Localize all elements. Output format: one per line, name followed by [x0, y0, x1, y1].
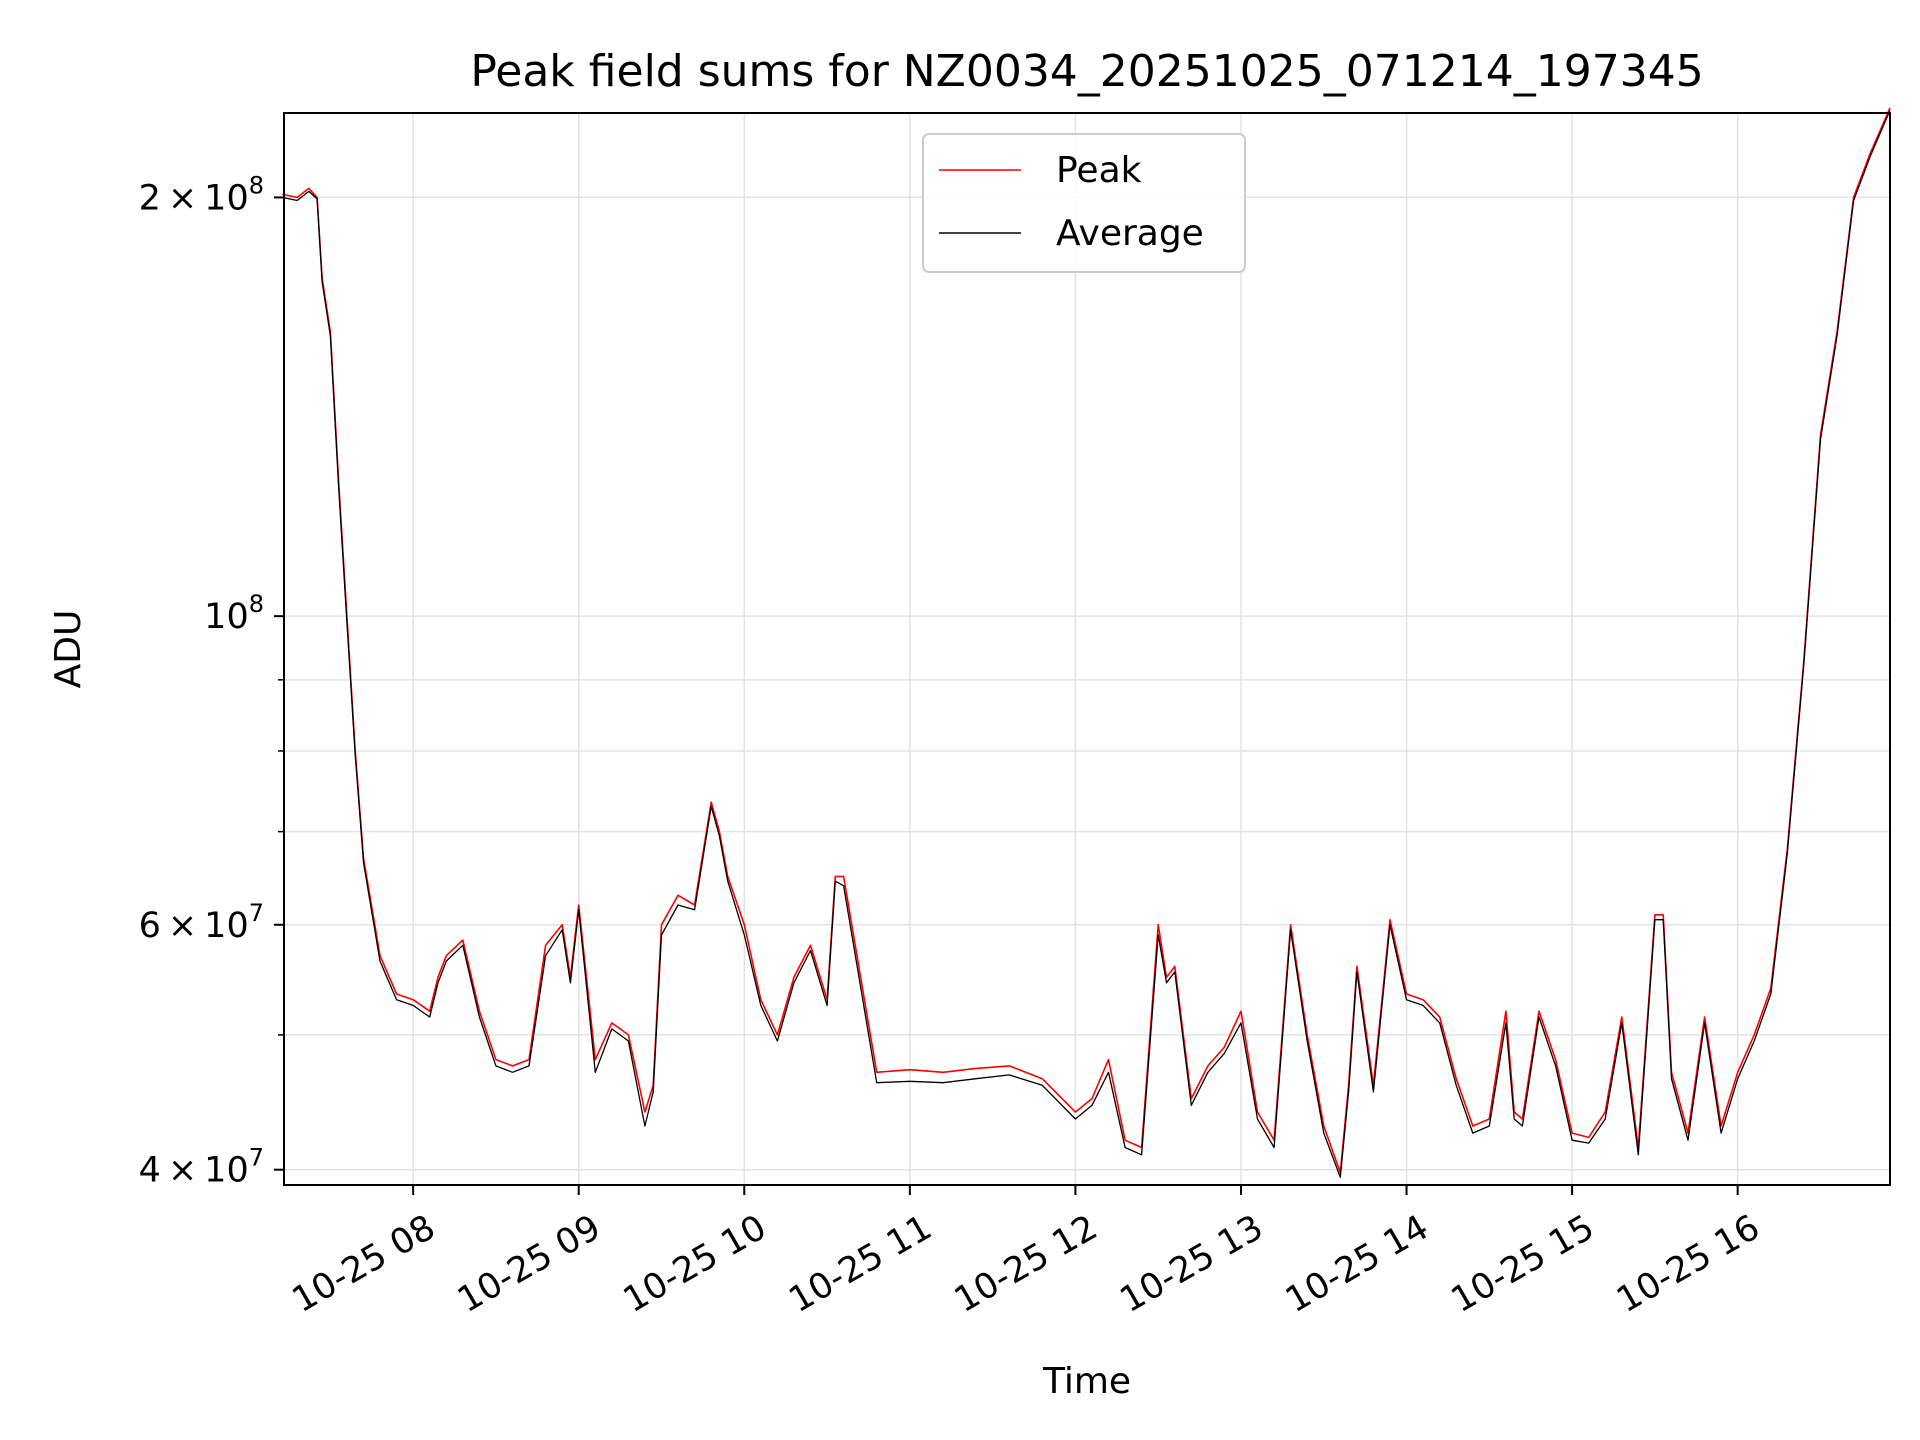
- plot-area-frame: [283, 112, 1891, 1186]
- x-tick-label: 10-25 12: [948, 1208, 1104, 1321]
- y-axis-label: ADU: [48, 610, 89, 689]
- x-tick-label: 10-25 09: [451, 1208, 607, 1321]
- y-tick-label: 4 × 107: [139, 1144, 264, 1191]
- chart-title: Peak field sums for NZ0034_20251025_0712…: [470, 46, 1703, 97]
- y-tick-mantissa: 2: [139, 178, 161, 218]
- x-axis: 10-25 08 10-25 09 10-25 10 10-25 11 10-25 12…: [286, 1185, 1767, 1321]
- y-tick-mantissa: 4: [139, 1151, 161, 1191]
- x-tick-label: 10-25 10: [617, 1208, 773, 1321]
- y-tick-label: 108: [204, 590, 264, 637]
- y-tick-times: × 10: [161, 1151, 249, 1191]
- legend: Peak Average: [922, 133, 1246, 273]
- legend-label-peak: Peak: [1056, 150, 1142, 191]
- x-axis-label: Time: [1042, 1361, 1131, 1402]
- y-tick-exponent: 8: [249, 590, 264, 618]
- series-line-average: [282, 110, 1891, 1178]
- y-tick-label: 2 × 108: [139, 171, 264, 218]
- grid: [284, 113, 1890, 1185]
- series-line-peak: [282, 107, 1891, 1174]
- y-tick-times: × 10: [161, 178, 249, 218]
- y-tick-exponent: 7: [249, 899, 264, 927]
- y-tick-times: × 10: [161, 906, 249, 946]
- x-tick-label: 10-25 11: [782, 1208, 938, 1321]
- series-layer: [282, 107, 1891, 1178]
- x-tick-label: 10-25 08: [286, 1208, 442, 1321]
- y-tick-label: 6 × 107: [139, 899, 264, 946]
- x-tick-label: 10-25 15: [1445, 1208, 1601, 1321]
- legend-label-average: Average: [1056, 213, 1204, 254]
- y-tick-base: 10: [204, 597, 249, 637]
- x-tick-label: 10-25 16: [1610, 1208, 1766, 1321]
- y-tick-exponent: 8: [249, 171, 264, 199]
- x-tick-label: 10-25 13: [1114, 1208, 1270, 1321]
- x-tick-label: 10-25 14: [1279, 1208, 1435, 1321]
- y-tick-exponent: 7: [249, 1144, 264, 1172]
- y-tick-mantissa: 6: [139, 906, 161, 946]
- legend-box: [922, 133, 1246, 273]
